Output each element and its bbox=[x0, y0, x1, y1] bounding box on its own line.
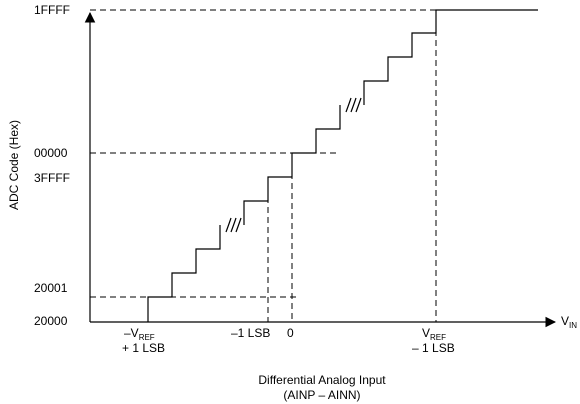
x-label-neg-vref: –VREF bbox=[124, 326, 155, 342]
y-label-1ffff: 1FFFF bbox=[34, 3, 70, 17]
x-label-vref-minus-lsb: – 1 LSB bbox=[412, 341, 455, 355]
staircase-middle bbox=[243, 105, 341, 225]
y-label-20001: 20001 bbox=[34, 281, 68, 295]
y-label-00000: 00000 bbox=[34, 146, 68, 160]
break-symbol-upper bbox=[345, 97, 362, 113]
x-label-minus-one-lsb: –1 LSB bbox=[231, 326, 270, 340]
staircase-upper bbox=[363, 9, 538, 105]
x-label-vref: VREF bbox=[422, 326, 446, 342]
x-axis-title-line1: Differential Analog Input bbox=[258, 373, 386, 387]
x-label-neg-vref-plus-lsb: + 1 LSB bbox=[122, 341, 165, 355]
y-axis-title: ADC Code (Hex) bbox=[7, 120, 21, 210]
break-symbol-lower bbox=[225, 217, 242, 233]
y-label-20000: 20000 bbox=[34, 314, 68, 328]
x-label-zero: 0 bbox=[287, 326, 294, 340]
x-axis-title-line2: (AINP – AINN) bbox=[283, 388, 360, 402]
staircase-lower bbox=[147, 225, 221, 322]
v-in-label: VIN bbox=[561, 314, 577, 330]
y-label-3ffff: 3FFFF bbox=[34, 171, 70, 185]
